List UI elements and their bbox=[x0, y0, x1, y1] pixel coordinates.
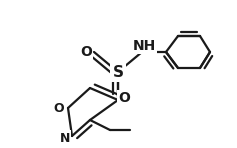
Text: O: O bbox=[118, 91, 130, 105]
Text: NH: NH bbox=[132, 39, 156, 53]
Text: N: N bbox=[60, 132, 70, 144]
Text: O: O bbox=[53, 102, 64, 115]
Text: S: S bbox=[113, 65, 123, 79]
Text: O: O bbox=[80, 45, 92, 59]
